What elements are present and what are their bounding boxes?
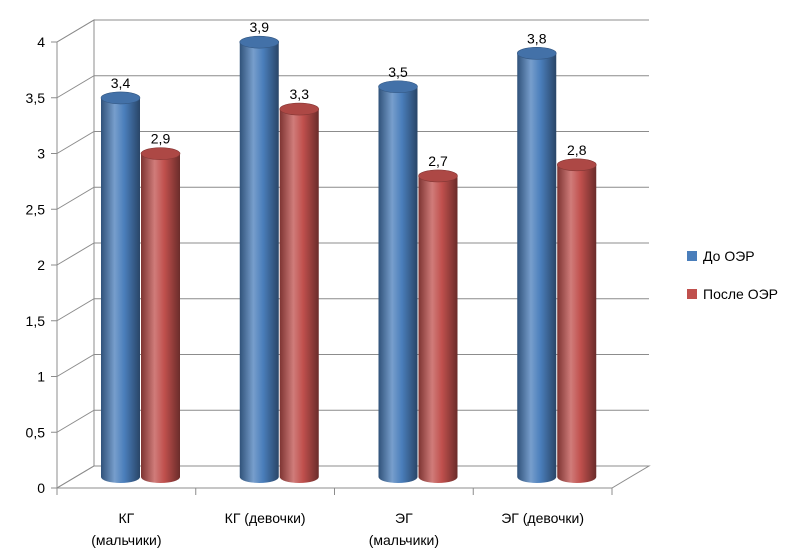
bar-top: [378, 80, 418, 94]
bar: [279, 102, 320, 483]
gridline: [56, 242, 649, 266]
bar-top: [556, 158, 597, 172]
data-label: 3,3: [290, 86, 310, 102]
gridlines: [56, 19, 649, 489]
x-category-label-line: (мальчики): [91, 532, 161, 548]
bar-top: [516, 46, 557, 60]
bar-top: [100, 91, 141, 105]
x-category-label-line: КГ: [119, 510, 135, 526]
legend-swatch: [687, 251, 697, 261]
gridline: [56, 465, 649, 489]
gridline: [56, 19, 649, 43]
x-category-label: ЭГ (мальчики): [369, 510, 439, 548]
bar: [418, 169, 458, 483]
x-category-label-line: (мальчики): [369, 532, 439, 548]
legend-label: После ОЭР: [703, 286, 778, 302]
x-category-label: КГ (девочки): [225, 510, 306, 526]
bar-body: [101, 97, 140, 484]
bar-body: [378, 86, 418, 483]
gridline: [56, 75, 649, 99]
data-label: 2,7: [428, 153, 448, 169]
bar: [556, 158, 597, 484]
bar-top: [140, 147, 181, 160]
bar: [239, 35, 280, 484]
bar-top: [279, 102, 320, 116]
gridline: [56, 409, 649, 433]
x-category-label-line: ЭГ (девочки): [501, 510, 584, 526]
data-label: 2,9: [151, 131, 171, 147]
legend-item: После ОЭР: [687, 286, 778, 302]
y-tick-label: 0,5: [26, 424, 46, 440]
y-tick-label: 3: [37, 146, 45, 162]
bar: [378, 80, 418, 483]
legend-item: До ОЭР: [687, 248, 755, 264]
bar: [140, 147, 181, 483]
bar-top: [239, 35, 280, 49]
bar-body: [557, 164, 597, 484]
y-tick-label: 0: [37, 480, 45, 496]
bar-body: [279, 109, 319, 483]
y-tick-label: 4: [37, 34, 45, 50]
y-tick-label: 1: [37, 369, 45, 385]
bars: [100, 35, 597, 484]
data-label: 2,8: [567, 142, 587, 158]
data-labels: 3,4 2,9 3,9 3,3 3,5 2,7 3,8 2,8: [111, 19, 587, 169]
gridline: [56, 131, 649, 154]
x-category-label: КГ (мальчики): [91, 510, 161, 548]
bar-top: [418, 169, 458, 183]
data-label: 3,8: [527, 30, 547, 46]
y-tick-label: 3,5: [26, 90, 46, 106]
legend: До ОЭР После ОЭР: [687, 248, 778, 302]
y-tick-label: 2: [37, 257, 45, 273]
bar-body: [239, 42, 279, 484]
x-axis: КГ (мальчики)КГ (девочки) ЭГ (мальчики)ЭГ (…: [56, 488, 613, 548]
data-label: 3,5: [388, 64, 408, 80]
y-tick-label: 2,5: [26, 201, 46, 217]
data-label: 3,9: [250, 19, 270, 35]
legend-swatch: [687, 289, 697, 299]
x-category-label: ЭГ (девочки): [501, 510, 584, 526]
x-category-label-line: КГ (девочки): [225, 510, 306, 526]
gridline: [56, 186, 649, 210]
bar: [516, 46, 557, 484]
gridline: [56, 354, 649, 377]
bar-body: [517, 53, 557, 484]
gridline: [56, 298, 649, 322]
y-tick-label: 1,5: [26, 313, 46, 329]
bar: [100, 91, 141, 484]
y-axis-ticks: 0 0,5 1 1,5 2 2,5 3 3,5 4: [26, 34, 58, 496]
bar-body: [141, 153, 180, 483]
data-label: 3,4: [111, 75, 131, 91]
x-category-label-line: ЭГ: [395, 510, 413, 526]
legend-label: До ОЭР: [703, 248, 755, 264]
bar-body: [418, 175, 458, 483]
